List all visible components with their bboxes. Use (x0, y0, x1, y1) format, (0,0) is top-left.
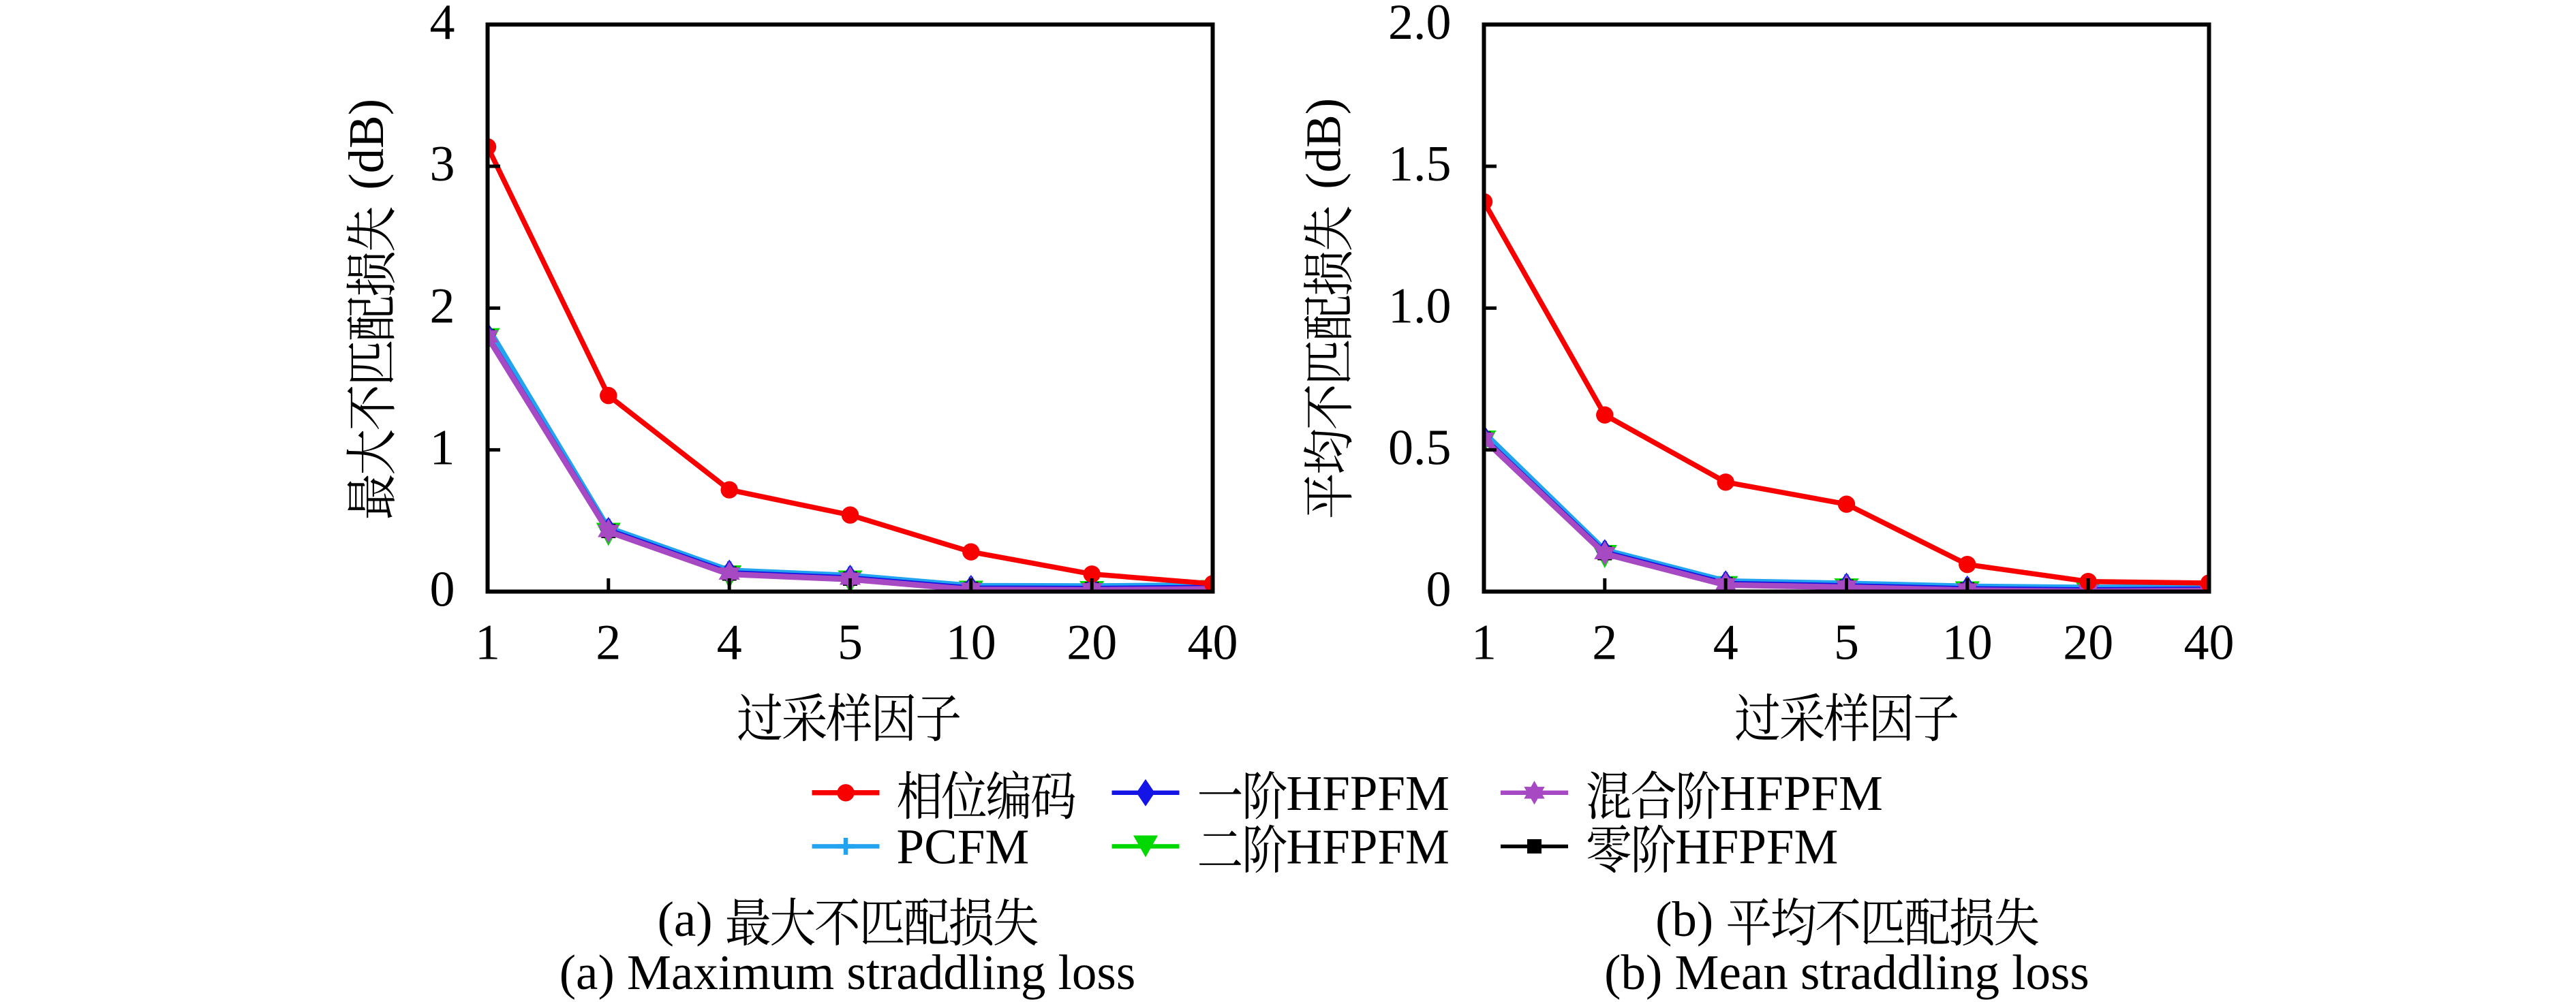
svg-text:40: 40 (1188, 615, 1238, 671)
svg-text:HFPFM: HFPFM (1720, 766, 1883, 821)
svg-text:10: 10 (1942, 615, 1993, 671)
svg-text:2.0: 2.0 (1388, 0, 1452, 50)
svg-text:5: 5 (1834, 615, 1859, 671)
svg-text:(a): (a) (658, 892, 713, 947)
svg-text:2: 2 (1592, 615, 1617, 671)
svg-text:4: 4 (430, 0, 455, 50)
svg-text:HFPFM: HFPFM (1287, 766, 1450, 821)
svg-text:2: 2 (596, 615, 621, 671)
svg-text:(dB): (dB) (1295, 98, 1351, 189)
svg-text:10: 10 (946, 615, 996, 671)
svg-text:4: 4 (1713, 615, 1738, 671)
svg-text:1: 1 (430, 420, 455, 475)
svg-text:0: 0 (1426, 562, 1452, 618)
svg-text:20: 20 (1067, 615, 1117, 671)
svg-text:(dB): (dB) (339, 99, 394, 190)
svg-text:40: 40 (2184, 615, 2235, 671)
svg-text:(b): (b) (1655, 892, 1713, 947)
svg-text:1: 1 (1471, 615, 1497, 671)
svg-text:2: 2 (430, 278, 455, 334)
svg-text:HFPFM: HFPFM (1675, 819, 1838, 875)
svg-text:3: 3 (430, 136, 455, 192)
svg-text:(a) Maximum straddling loss: (a) Maximum straddling loss (559, 945, 1136, 1000)
svg-text:1: 1 (475, 615, 500, 671)
svg-text:0.5: 0.5 (1388, 420, 1452, 475)
svg-text:1.0: 1.0 (1388, 278, 1452, 334)
svg-text:1.5: 1.5 (1388, 136, 1452, 192)
svg-text:0: 0 (430, 562, 455, 618)
svg-text:PCFM: PCFM (897, 819, 1030, 875)
svg-text:4: 4 (717, 615, 742, 671)
svg-text:HFPFM: HFPFM (1287, 819, 1450, 875)
svg-text:5: 5 (838, 615, 863, 671)
svg-text:(b) Mean straddling loss: (b) Mean straddling loss (1604, 945, 2089, 1000)
svg-text:20: 20 (2063, 615, 2113, 671)
